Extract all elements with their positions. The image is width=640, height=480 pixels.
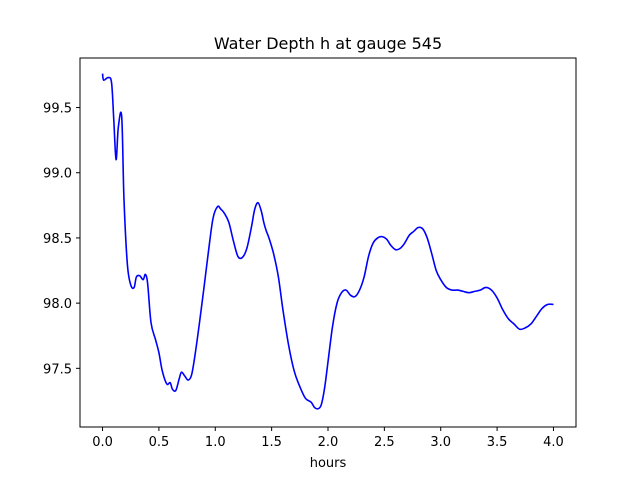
x-tick-label: 2.5 [374, 435, 395, 450]
x-tick-label: 1.0 [205, 435, 226, 450]
plot-area [80, 58, 576, 427]
x-tick-label: 4.0 [543, 435, 564, 450]
x-tick-label: 3.0 [430, 435, 451, 450]
plot-marks [101, 73, 554, 410]
x-axis: 0.0 0.5 1.0 1.5 2.0 2.5 3.0 3.5 4.0 [92, 427, 564, 450]
y-tick-label: 99.5 [43, 102, 72, 117]
y-tick-label: 99.0 [43, 167, 72, 182]
x-tick-label: 0.0 [92, 435, 113, 450]
x-tick-label: 1.5 [261, 435, 282, 450]
x-tick-label: 0.5 [149, 435, 170, 450]
y-tick-label: 98.5 [43, 232, 72, 247]
x-tick-label: 3.5 [487, 435, 508, 450]
y-tick-label: 97.5 [43, 362, 72, 377]
y-tick-label: 98.0 [43, 297, 72, 312]
x-tick-label: 2.0 [318, 435, 339, 450]
series-line [101, 73, 554, 410]
x-axis-label: hours [310, 456, 347, 471]
chart-title: Water Depth h at gauge 545 [214, 34, 442, 53]
y-axis: 97.5 98.0 98.5 99.0 99.5 [43, 102, 80, 377]
